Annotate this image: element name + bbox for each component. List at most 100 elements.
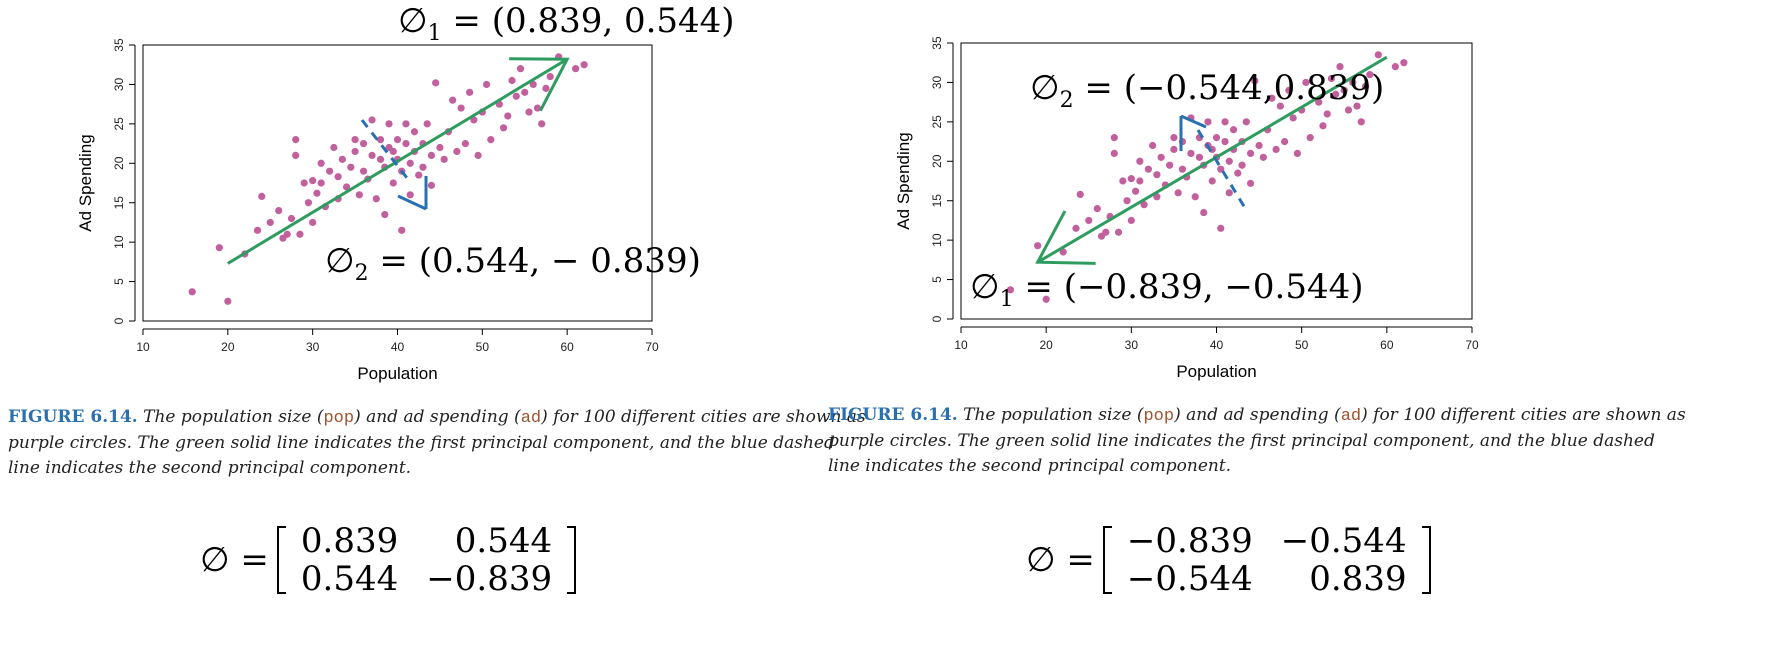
data-point bbox=[1327, 74, 1336, 83]
y-tick-label: 30 bbox=[112, 77, 126, 91]
data-point bbox=[355, 191, 363, 199]
data-point bbox=[376, 136, 385, 144]
data-point bbox=[1225, 189, 1233, 197]
data-point bbox=[309, 218, 317, 227]
data-point bbox=[1119, 177, 1127, 185]
data-point bbox=[525, 108, 533, 116]
data-point bbox=[542, 84, 550, 92]
data-point bbox=[1102, 228, 1110, 236]
data-point bbox=[427, 181, 436, 189]
data-point bbox=[1140, 201, 1148, 209]
data-point bbox=[1276, 102, 1284, 110]
data-point bbox=[538, 120, 546, 128]
matrix-cell: 0.839 bbox=[300, 521, 399, 561]
data-point bbox=[1195, 153, 1204, 161]
data-point bbox=[487, 136, 495, 144]
caption-text: ) for 100 different cities are shown as … bbox=[828, 405, 1686, 476]
data-point bbox=[529, 80, 537, 89]
x-tick-label: 60 bbox=[560, 340, 574, 354]
data-point bbox=[1242, 118, 1250, 126]
data-point bbox=[1149, 141, 1157, 150]
data-point bbox=[516, 65, 525, 73]
data-point bbox=[1208, 177, 1216, 185]
data-point bbox=[1332, 90, 1340, 98]
left-panel: 10 20 30 40 50 60 70 0 5 10 15 20 25 30 35 Population Ad… bbox=[8, 1, 868, 598]
plot-frame bbox=[960, 42, 1473, 320]
x-tick-label: 20 bbox=[221, 340, 235, 354]
data-point bbox=[304, 199, 313, 207]
y-tick-label: 0 bbox=[112, 317, 126, 324]
data-point bbox=[1221, 118, 1229, 126]
caption-text: The population size ( bbox=[137, 407, 324, 427]
caption-text: The population size ( bbox=[957, 405, 1144, 425]
pc2-dashed-line bbox=[360, 119, 409, 179]
pc2-loading-label: ∅2 = (0.544, − 0.839) bbox=[325, 241, 701, 286]
data-point bbox=[1246, 149, 1255, 157]
data-point bbox=[330, 143, 338, 152]
data-point bbox=[1085, 216, 1093, 225]
caption-text: ) for 100 different cities are shown as … bbox=[8, 407, 866, 478]
caption-text: ) and ad spending ( bbox=[1174, 405, 1341, 425]
data-point bbox=[1251, 77, 1259, 85]
x-tick-label: 60 bbox=[1380, 338, 1394, 352]
data-point bbox=[376, 155, 385, 163]
data-point bbox=[1072, 224, 1080, 232]
y-axis-label: Ad Spending bbox=[76, 134, 95, 231]
y-tick-label: 20 bbox=[112, 156, 126, 170]
x-tick-label: 10 bbox=[136, 340, 150, 354]
data-point bbox=[368, 116, 376, 124]
data-point bbox=[508, 76, 516, 85]
data-point bbox=[1221, 137, 1229, 146]
data-point bbox=[419, 163, 427, 171]
figure-caption-left: FIGURE 6.14. The population size (pop) a… bbox=[8, 405, 868, 481]
data-point bbox=[385, 120, 393, 128]
x-tick-label: 70 bbox=[1465, 338, 1479, 352]
matrix-cell: −0.839 bbox=[1126, 521, 1253, 561]
data-point bbox=[359, 139, 368, 148]
loading-matrix-right: ∅ = −0.839 −0.544 −0.544 0.839 bbox=[1026, 515, 1431, 605]
data-point bbox=[482, 80, 491, 89]
plot-frame bbox=[142, 44, 653, 322]
caption-code: ad bbox=[520, 409, 542, 428]
data-point bbox=[415, 171, 423, 179]
data-point bbox=[1114, 228, 1123, 236]
data-point bbox=[521, 88, 529, 96]
data-point bbox=[402, 139, 410, 148]
data-point bbox=[389, 179, 397, 187]
data-point bbox=[258, 192, 266, 201]
x-tick-label: 10 bbox=[954, 338, 968, 352]
data-point bbox=[1059, 248, 1067, 256]
caption-code: pop bbox=[1143, 407, 1175, 426]
data-point bbox=[1306, 134, 1314, 142]
x-tick-label: 50 bbox=[1295, 338, 1309, 352]
pc1-arrowhead bbox=[1035, 210, 1096, 265]
matrix-bracket: 0.839 0.544 0.544 −0.839 bbox=[276, 521, 577, 598]
data-point bbox=[1374, 51, 1382, 59]
data-point bbox=[1076, 190, 1084, 199]
y-tick-label: 5 bbox=[112, 278, 126, 285]
data-point bbox=[440, 155, 448, 163]
data-point bbox=[1157, 153, 1165, 161]
data-point bbox=[368, 151, 376, 159]
data-point bbox=[1361, 82, 1370, 90]
data-point bbox=[457, 104, 465, 112]
data-point bbox=[188, 288, 196, 296]
data-point bbox=[1136, 157, 1144, 165]
data-point bbox=[296, 230, 304, 238]
right-panel: 10 20 30 40 50 60 70 0 5 10 15 20 25 30 35 Population Ad… bbox=[828, 0, 1768, 662]
pc2-arrowhead bbox=[1180, 114, 1207, 129]
data-point bbox=[466, 88, 474, 96]
data-point bbox=[449, 96, 457, 104]
x-tick-label: 40 bbox=[1210, 338, 1224, 352]
data-point bbox=[436, 143, 444, 152]
figure-number: FIGURE 6.14. bbox=[828, 405, 958, 425]
figure-caption-right: FIGURE 6.14. The population size (pop) a… bbox=[828, 403, 1688, 479]
data-point bbox=[1174, 189, 1182, 197]
data-point bbox=[1034, 242, 1042, 250]
y-tick-label: 10 bbox=[112, 235, 126, 249]
data-point bbox=[1204, 118, 1212, 126]
pc1-loading-label: ∅1 = (0.839, 0.544) bbox=[398, 1, 735, 46]
data-point bbox=[1170, 134, 1178, 142]
y-tick-label: 15 bbox=[112, 196, 126, 210]
data-point bbox=[1166, 161, 1174, 169]
